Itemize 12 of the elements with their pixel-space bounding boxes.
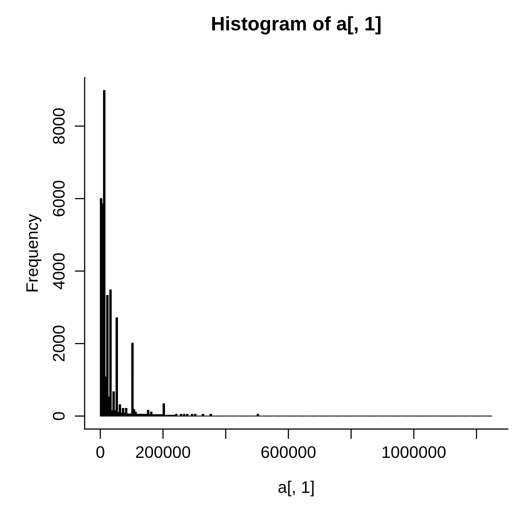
x-tick-label: 200000	[136, 446, 190, 458]
x-tick-label: 600000	[261, 446, 316, 458]
chart-title: Histogram of a[, 1]	[212, 16, 381, 34]
y-tick-label: 8000	[52, 108, 65, 144]
x-tick-label: 1000000	[382, 446, 446, 458]
y-tick-label: 0	[52, 412, 65, 420]
x-tick-label: 0	[96, 446, 104, 458]
y-tick-label: 2000	[52, 326, 65, 362]
y-tick-label: 6000	[52, 180, 65, 216]
y-tick-label: 4000	[52, 253, 65, 290]
y-axis-title: Frequency	[26, 214, 42, 292]
x-axis-title: a[, 1]	[278, 480, 314, 496]
